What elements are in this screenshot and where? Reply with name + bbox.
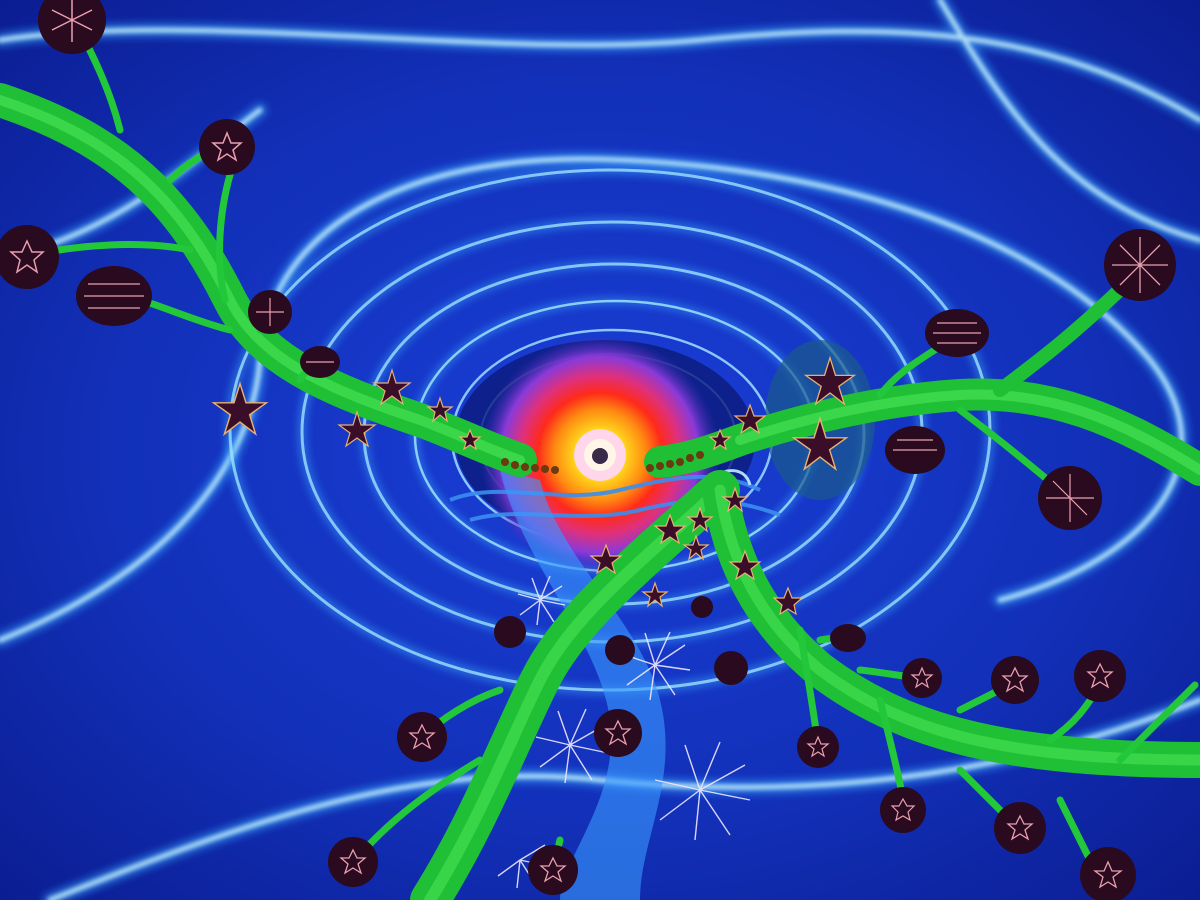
white-anemones <box>497 575 751 889</box>
bead-chain <box>501 451 704 474</box>
water-stream <box>500 470 666 900</box>
star-flowers <box>211 355 857 616</box>
